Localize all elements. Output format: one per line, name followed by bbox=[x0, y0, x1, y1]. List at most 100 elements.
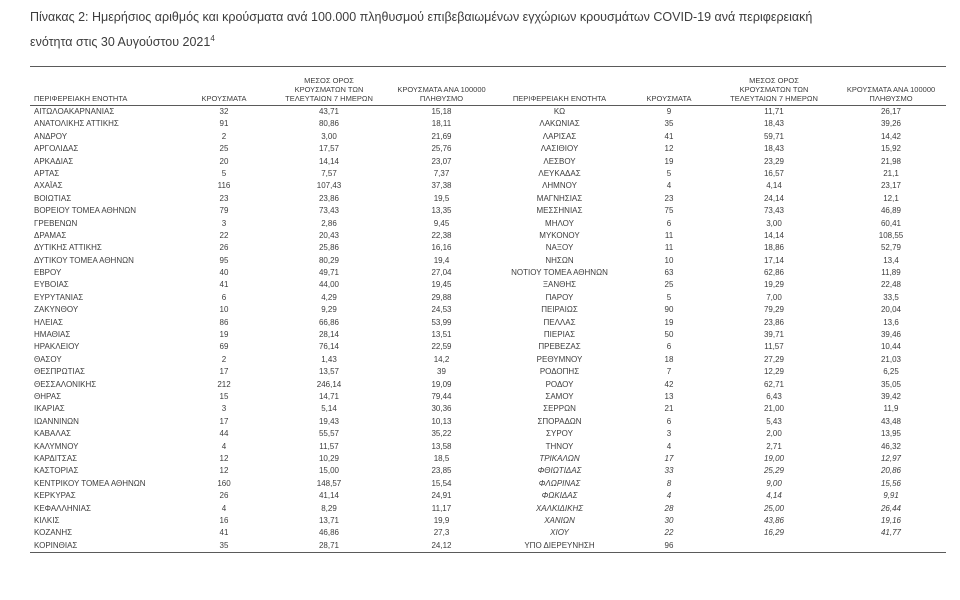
table-row: ΚΑΒΑΛΑΣ 44 55,57 35,22 ΣΥΡΟΥ 3 2,00 13,95 bbox=[30, 428, 946, 440]
cases-cell: 5 bbox=[666, 168, 672, 178]
cases-cell: 4 bbox=[666, 181, 672, 191]
per100k-cell: 26,44 bbox=[880, 503, 902, 513]
region-cell: ΑΡΓΟΛΙΔΑΣ bbox=[34, 144, 79, 154]
cases-cell: 212 bbox=[217, 379, 231, 389]
region-cell: ΑΝΑΤΟΛΙΚΗΣ ΑΤΤΙΚΗΣ bbox=[34, 119, 119, 129]
cases-cell: 17 bbox=[219, 416, 229, 426]
per100k-cell: 14,42 bbox=[880, 131, 902, 141]
per100k-cell: 24,53 bbox=[431, 305, 452, 315]
cases-cell: 23 bbox=[664, 193, 674, 203]
cases-cell: 96 bbox=[664, 540, 674, 550]
header-cases-left: ΚΡΟΥΣΜΑΤΑ bbox=[201, 94, 247, 103]
avg7-cell: 8,29 bbox=[321, 503, 337, 513]
avg7-cell: 11,57 bbox=[319, 441, 339, 451]
cases-cell: 13 bbox=[664, 391, 674, 401]
region-cell: ΓΡΕΒΕΝΩΝ bbox=[34, 218, 78, 228]
per100k-cell: 39,42 bbox=[880, 391, 902, 401]
cases-cell: 12 bbox=[219, 453, 229, 463]
cases-cell: 23 bbox=[219, 193, 229, 203]
table-row: ΑΝΔΡΟΥ 2 3,00 21,69 ΛΑΡΙΣΑΣ 41 59,71 14,42 bbox=[30, 131, 946, 143]
avg7-cell: 7,00 bbox=[766, 292, 782, 302]
cases-cell: 12 bbox=[664, 144, 674, 154]
region-cell: ΛΕΣΒΟΥ bbox=[543, 156, 576, 166]
per100k-cell: 43,48 bbox=[880, 416, 902, 426]
avg7-cell: 19,29 bbox=[763, 280, 785, 290]
avg7-cell: 4,14 bbox=[766, 181, 782, 191]
region-cell: ΣΕΡΡΩΝ bbox=[543, 404, 576, 414]
avg7-cell: 13,71 bbox=[318, 515, 340, 525]
cases-cell: 3 bbox=[221, 218, 227, 228]
cases-cell: 91 bbox=[219, 119, 229, 129]
per100k-cell: 11,17 bbox=[431, 503, 452, 513]
per100k-cell: 9,91 bbox=[883, 491, 899, 501]
per100k-cell: 18,11 bbox=[431, 119, 452, 129]
per100k-cell: 30,36 bbox=[431, 404, 452, 414]
header-cases-right: ΚΡΟΥΣΜΑΤΑ bbox=[646, 94, 692, 103]
avg7-cell: 4,14 bbox=[766, 491, 782, 501]
per100k-cell: 79,44 bbox=[431, 391, 452, 401]
avg7-cell: 62,86 bbox=[763, 268, 785, 278]
per100k-cell: 21,03 bbox=[880, 354, 902, 364]
region-cell: ΚΟΡΙΝΘΙΑΣ bbox=[34, 540, 78, 550]
avg7-cell: 46,86 bbox=[318, 528, 340, 538]
avg7-cell: 80,86 bbox=[318, 119, 340, 129]
cases-cell: 2 bbox=[221, 131, 227, 141]
avg7-cell: 79,29 bbox=[763, 305, 785, 315]
table-row: ΖΑΚΥΝΘΟΥ 10 9,29 24,53 ΠΕΙΡΑΙΩΣ 90 79,29 20,04 bbox=[30, 304, 946, 316]
region-cell: ΧΙΟΥ bbox=[550, 528, 569, 538]
avg7-cell: 2,86 bbox=[321, 218, 337, 228]
per100k-cell: 13,35 bbox=[431, 206, 452, 216]
per100k-cell: 13,51 bbox=[431, 330, 452, 340]
avg7-cell: 14,14 bbox=[763, 230, 785, 240]
table-row: ΚΑΣΤΟΡΙΑΣ 12 15,00 23,85 ΦΘΙΩΤΙΔΑΣ 33 25,29 20,… bbox=[30, 465, 946, 477]
region-cell: ΡΟΔΟΠΗΣ bbox=[539, 367, 580, 377]
per100k-cell: 22,59 bbox=[431, 342, 452, 352]
avg7-cell: 10,29 bbox=[318, 453, 340, 463]
table-row: ΑΝΑΤΟΛΙΚΗΣ ΑΤΤΙΚΗΣ 91 80,86 18,11 ΛΑΚΩΝΙΑΣ 35… bbox=[30, 118, 946, 130]
region-cell: ΔΥΤΙΚΟΥ ΤΟΜΕΑ ΑΘΗΝΩΝ bbox=[34, 255, 134, 265]
cases-cell: 79 bbox=[219, 206, 229, 216]
region-cell: ΒΟΙΩΤΙΑΣ bbox=[34, 193, 72, 203]
per100k-cell: 39,46 bbox=[880, 330, 902, 340]
region-cell: ΚΕΦΑΛΛΗΝΙΑΣ bbox=[34, 503, 91, 513]
avg7-cell: 9,00 bbox=[766, 478, 782, 488]
table-row: ΕΒΡΟΥ 40 49,71 27,04 ΝΟΤΙΟΥ ΤΟΜΕΑ ΑΘΗΝΩΝ 63 62… bbox=[30, 267, 946, 279]
region-cell: ΠΕΙΡΑΙΩΣ bbox=[541, 305, 578, 315]
cases-cell: 4 bbox=[666, 491, 672, 501]
cases-cell: 75 bbox=[664, 206, 674, 216]
region-cell: ΠΑΡΟΥ bbox=[545, 292, 574, 302]
cases-cell: 3 bbox=[221, 404, 227, 414]
cases-cell: 12 bbox=[219, 466, 229, 476]
avg7-cell: 28,71 bbox=[318, 540, 340, 550]
avg7-cell: 17,14 bbox=[763, 255, 785, 265]
cases-cell: 32 bbox=[219, 107, 229, 116]
cases-cell: 16 bbox=[219, 515, 229, 525]
region-cell: ΠΡΕΒΕΖΑΣ bbox=[538, 342, 581, 352]
avg7-cell: 107,43 bbox=[316, 181, 342, 191]
region-cell: ΕΒΡΟΥ bbox=[34, 268, 62, 278]
table-row: ΙΩΑΝΝΙΝΩΝ 17 19,43 10,13 ΣΠΟΡΑΔΩΝ 6 5,43 43,48 bbox=[30, 416, 946, 428]
cases-cell: 4 bbox=[221, 503, 227, 513]
per100k-cell: 41,77 bbox=[880, 528, 902, 538]
table-row: ΔΡΑΜΑΣ 22 20,43 22,38 ΜΥΚΟΝΟΥ 11 14,14 108,55 bbox=[30, 230, 946, 242]
per100k-cell: 20,04 bbox=[880, 305, 902, 315]
avg7-cell: 4,29 bbox=[321, 292, 337, 302]
avg7-cell: 5,14 bbox=[321, 404, 337, 414]
per100k-cell: 23,85 bbox=[431, 466, 452, 476]
region-cell: ΖΑΚΥΝΘΟΥ bbox=[34, 305, 79, 315]
cases-cell: 22 bbox=[219, 230, 229, 240]
per100k-cell: 19,5 bbox=[433, 193, 450, 203]
region-cell: ΥΠΟ ΔΙΕΡΕΥΝΗΣΗ bbox=[524, 540, 595, 550]
cases-cell: 15 bbox=[219, 391, 229, 401]
per100k-cell: 21,1 bbox=[883, 168, 899, 178]
avg7-cell bbox=[712, 540, 836, 552]
region-cell: ΙΩΑΝΝΙΝΩΝ bbox=[34, 416, 79, 426]
table-title: Πίνακας 2: Ημερήσιος αριθμός και κρούσμα… bbox=[30, 6, 952, 53]
avg7-cell: 3,00 bbox=[321, 131, 337, 141]
region-cell: ΚΑΛΥΜΝΟΥ bbox=[34, 441, 79, 451]
cases-cell: 22 bbox=[664, 528, 674, 538]
per100k-cell: 27,04 bbox=[431, 268, 452, 278]
cases-cell: 40 bbox=[219, 268, 229, 278]
cases-cell: 44 bbox=[219, 429, 229, 439]
